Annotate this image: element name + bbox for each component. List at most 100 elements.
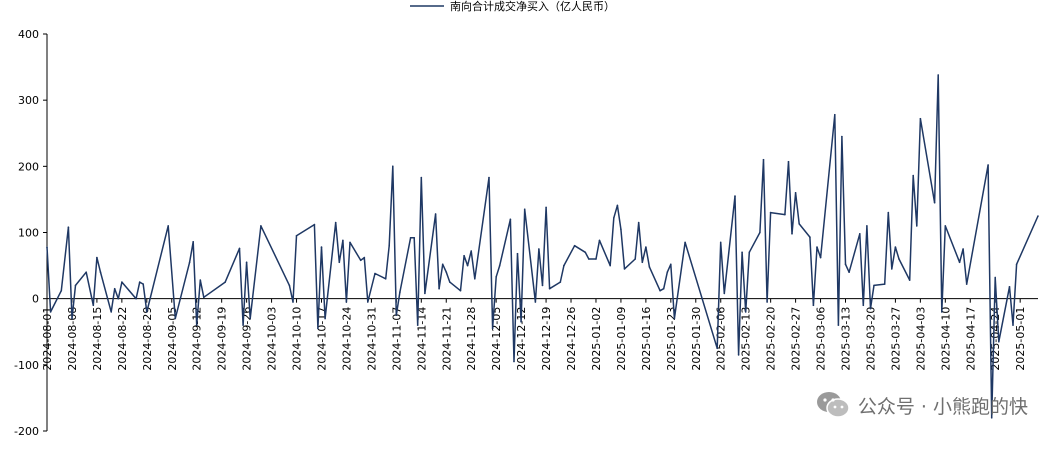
data-point bbox=[466, 264, 469, 267]
data-point bbox=[623, 268, 626, 270]
data-point bbox=[413, 237, 416, 239]
data-point bbox=[117, 297, 120, 300]
data-point bbox=[192, 241, 194, 243]
data-point bbox=[944, 225, 947, 227]
data-point bbox=[46, 246, 48, 248]
data-point bbox=[67, 226, 70, 228]
data-point bbox=[96, 256, 98, 259]
data-point bbox=[260, 225, 262, 227]
data-point bbox=[684, 241, 686, 244]
x-tick-label: 2025-05-01 bbox=[1014, 307, 1027, 371]
data-point bbox=[113, 287, 116, 290]
data-point bbox=[816, 246, 818, 248]
x-tick-label: 2025-01-09 bbox=[615, 307, 628, 371]
x-tick-label: 2024-09-05 bbox=[166, 307, 179, 371]
data-point bbox=[295, 235, 298, 237]
data-point bbox=[110, 311, 112, 313]
data-point bbox=[869, 307, 872, 310]
data-point bbox=[666, 271, 669, 274]
x-tick-label: 2025-02-13 bbox=[740, 307, 753, 371]
x-tick-label: 2024-08-29 bbox=[141, 307, 154, 371]
data-point bbox=[987, 164, 989, 166]
data-point bbox=[445, 271, 448, 274]
x-tick-label: 2025-03-27 bbox=[889, 307, 902, 371]
data-point bbox=[613, 217, 615, 219]
data-point bbox=[545, 206, 547, 209]
data-point bbox=[449, 281, 451, 283]
data-point bbox=[759, 231, 761, 234]
x-tick-label: 2025-03-20 bbox=[864, 307, 877, 371]
data-point bbox=[887, 211, 890, 214]
x-tick-label: 2025-01-16 bbox=[640, 307, 653, 371]
data-point bbox=[641, 261, 644, 264]
data-point bbox=[648, 266, 651, 268]
data-point bbox=[495, 276, 498, 278]
data-point bbox=[762, 158, 765, 161]
data-point bbox=[919, 117, 922, 120]
data-point bbox=[313, 223, 316, 226]
data-point bbox=[559, 281, 562, 283]
data-point bbox=[513, 360, 515, 363]
data-point bbox=[363, 256, 366, 259]
data-point bbox=[719, 241, 722, 244]
data-point bbox=[188, 261, 191, 264]
data-point bbox=[908, 279, 911, 281]
data-point bbox=[342, 239, 344, 242]
data-point bbox=[203, 296, 205, 299]
x-tick-label: 2025-02-06 bbox=[715, 307, 728, 371]
data-point bbox=[898, 258, 900, 260]
data-point bbox=[937, 74, 939, 76]
x-tick-label: 2024-11-07 bbox=[390, 307, 403, 371]
data-point bbox=[409, 237, 412, 239]
data-point bbox=[862, 304, 865, 307]
data-point bbox=[659, 289, 661, 292]
data-point bbox=[1015, 263, 1018, 266]
data-point bbox=[338, 261, 341, 264]
y-axis: -200 -100 0 100 200 300 400 bbox=[14, 28, 47, 438]
data-point bbox=[121, 281, 123, 283]
data-point bbox=[420, 176, 423, 179]
data-point bbox=[958, 261, 961, 264]
x-tick-label: 2024-09-12 bbox=[191, 307, 204, 371]
data-point bbox=[92, 304, 95, 307]
data-point bbox=[873, 284, 875, 287]
y-tick-label: 100 bbox=[18, 227, 39, 240]
data-point bbox=[645, 246, 647, 248]
data-point bbox=[894, 246, 897, 248]
x-tick-label: 2025-04-03 bbox=[914, 307, 927, 371]
data-point bbox=[388, 244, 391, 247]
data-point bbox=[837, 324, 840, 326]
data-point bbox=[844, 263, 847, 266]
data-point bbox=[723, 292, 726, 295]
y-tick-label: 300 bbox=[18, 94, 39, 107]
data-point bbox=[534, 301, 537, 303]
data-point bbox=[498, 264, 501, 267]
x-tick-label: 2024-08-01 bbox=[41, 307, 54, 371]
data-point bbox=[573, 244, 576, 247]
wechat-icon bbox=[816, 391, 850, 419]
data-point bbox=[1008, 286, 1011, 288]
data-point bbox=[142, 283, 144, 285]
watermark-text: 公众号 · 小熊跑的快 bbox=[857, 395, 1028, 418]
data-point bbox=[791, 233, 793, 235]
data-point bbox=[441, 263, 444, 266]
data-point bbox=[998, 340, 1000, 343]
x-tick-label: 2024-11-14 bbox=[415, 307, 428, 371]
data-point bbox=[716, 347, 718, 350]
data-point bbox=[292, 301, 294, 303]
data-point bbox=[146, 311, 148, 313]
data-point bbox=[317, 327, 319, 330]
data-point bbox=[766, 301, 768, 303]
data-point bbox=[741, 251, 743, 254]
data-point bbox=[941, 311, 943, 313]
x-tick-label: 2025-04-17 bbox=[964, 307, 977, 371]
data-point bbox=[912, 174, 914, 177]
data-point bbox=[744, 311, 747, 313]
data-point bbox=[812, 304, 815, 307]
x-tick-label: 2025-03-13 bbox=[840, 307, 853, 371]
data-point bbox=[916, 225, 918, 227]
data-point bbox=[488, 176, 490, 179]
data-point bbox=[374, 272, 376, 275]
data-point bbox=[784, 213, 786, 216]
data-point bbox=[99, 271, 102, 274]
